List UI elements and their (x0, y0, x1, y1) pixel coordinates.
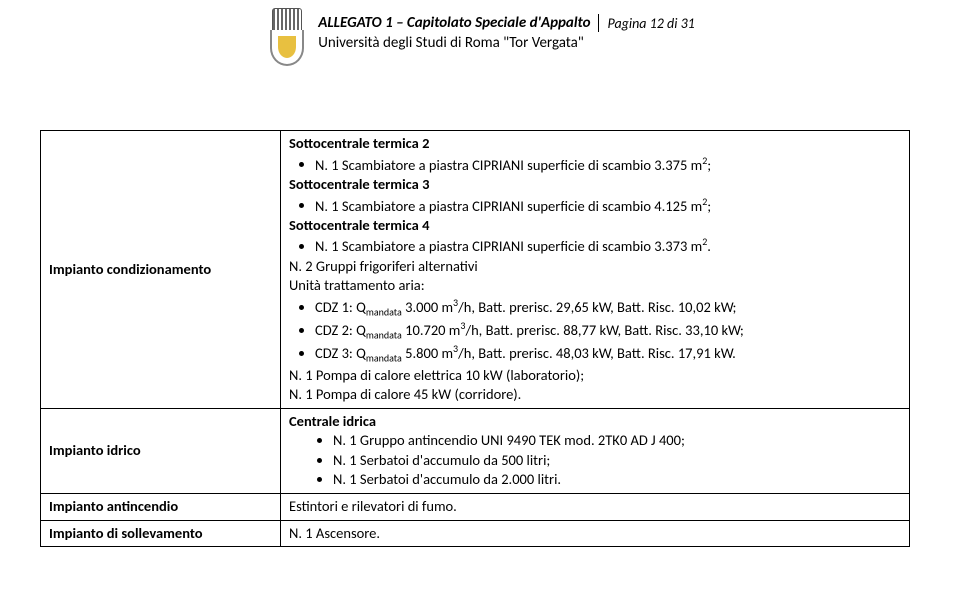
st3-heading: Sottocentrale termica 3 (289, 175, 903, 195)
row-content-sollevamento: N. 1 Ascensore. (281, 520, 910, 547)
specification-table: Impianto condizionamento Sottocentrale t… (40, 130, 910, 547)
row-label-sollevamento: Impianto di sollevamento (41, 520, 281, 547)
university-logo (264, 8, 310, 70)
cdz1-item: CDZ 1: Qmandata 3.000 m3/h, Batt. preris… (315, 296, 903, 319)
row-content-antincendio: Estintori e rilevatori di fumo. (281, 494, 910, 521)
st2-heading: Sottocentrale termica 2 (289, 134, 903, 154)
header-subtitle: Università degli Studi di Roma "Tor Verg… (318, 34, 695, 52)
st4-heading: Sottocentrale termica 4 (289, 216, 903, 236)
document-header: ALLEGATO 1 – Capitolato Speciale d'Appal… (0, 0, 959, 70)
centrale-heading: Centrale idrica (289, 412, 903, 432)
gruppi-line: N. 2 Gruppi frigoriferi alternativi (289, 257, 903, 277)
pompa2-line: N. 1 Pompa di calore 45 kW (corridore). (289, 385, 903, 405)
header-title: ALLEGATO 1 – Capitolato Speciale d'Appal… (318, 14, 599, 32)
pompa1-line: N. 1 Pompa di calore elettrica 10 kW (la… (289, 366, 903, 386)
st2-item: N. 1 Scambiatore a piastra CIPRIANI supe… (315, 154, 903, 175)
header-text-block: ALLEGATO 1 – Capitolato Speciale d'Appal… (318, 8, 695, 52)
row-content-idrico: Centrale idrica N. 1 Gruppo antincendio … (281, 408, 910, 493)
row-label-condizionamento: Impianto condizionamento (41, 131, 281, 409)
idrico-item-1: N. 1 Gruppo antincendio UNI 9490 TEK mod… (333, 431, 903, 451)
row-label-idrico: Impianto idrico (41, 408, 281, 493)
unita-line: Unità trattamento aria: (289, 276, 903, 296)
st4-item: N. 1 Scambiatore a piastra CIPRIANI supe… (315, 235, 903, 256)
idrico-item-3: N. 1 Serbatoi d'accumulo da 2.000 litri. (333, 470, 903, 490)
cdz3-item: CDZ 3: Qmandata 5.800 m3/h, Batt. preris… (315, 342, 903, 365)
row-label-antincendio: Impianto antincendio (41, 494, 281, 521)
row-content-condizionamento: Sottocentrale termica 2 N. 1 Scambiatore… (281, 131, 910, 409)
header-page-number: Pagina 12 di 31 (599, 15, 694, 32)
idrico-item-2: N. 1 Serbatoi d'accumulo da 500 litri; (333, 451, 903, 471)
cdz2-item: CDZ 2: Qmandata 10.720 m3/h, Batt. preri… (315, 319, 903, 342)
st3-item: N. 1 Scambiatore a piastra CIPRIANI supe… (315, 195, 903, 216)
